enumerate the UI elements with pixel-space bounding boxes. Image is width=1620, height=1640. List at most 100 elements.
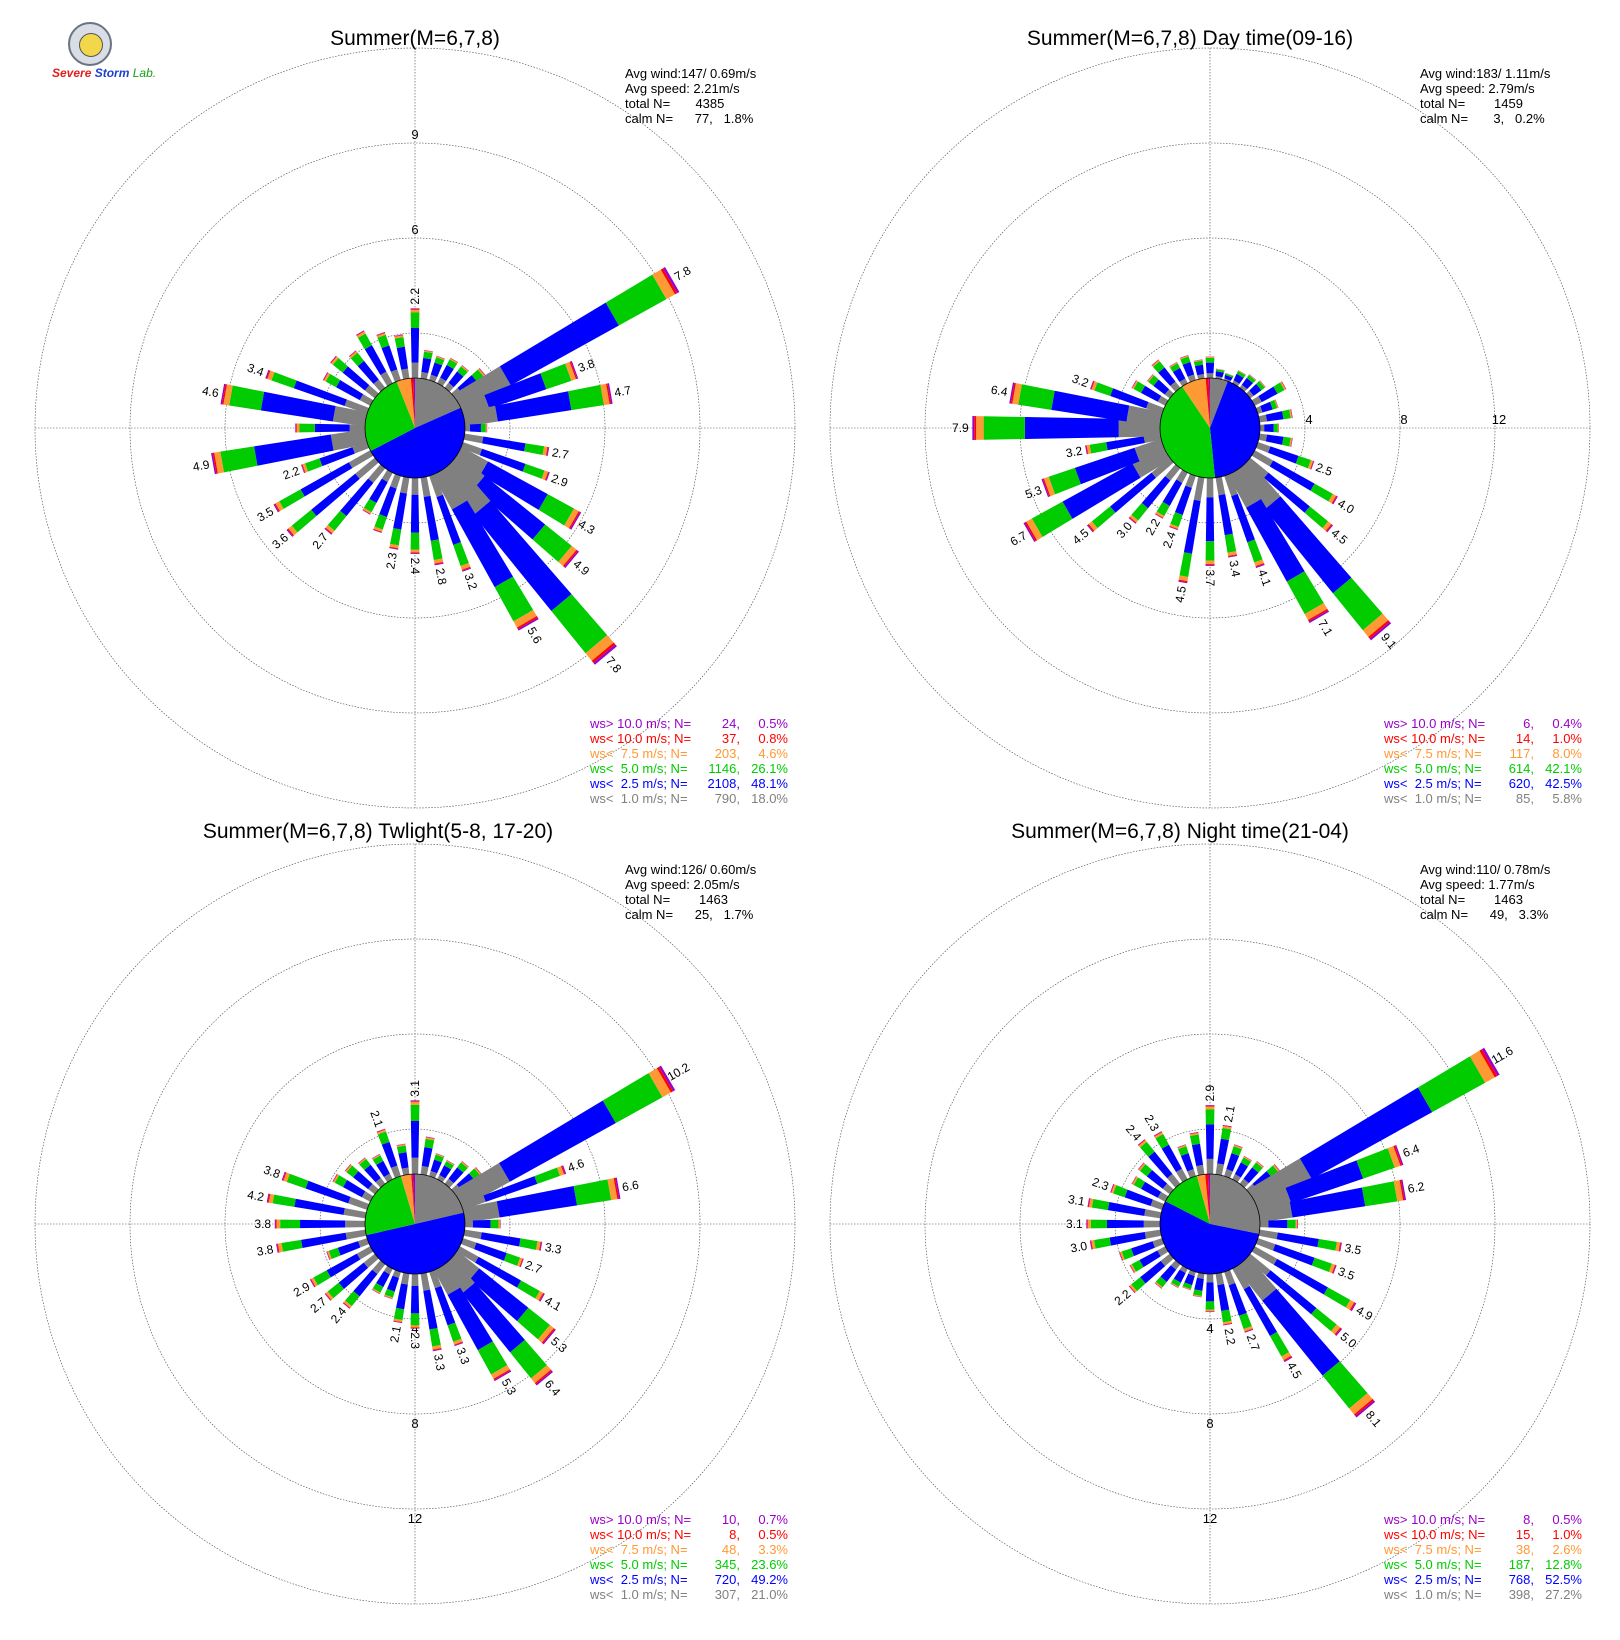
direction-value-label: 7.8 bbox=[603, 654, 625, 676]
direction-value-label: 4.3 bbox=[576, 517, 598, 538]
rose-bar-segment bbox=[602, 1073, 663, 1124]
rose-bar-segment bbox=[223, 384, 233, 406]
rose-bar-segment bbox=[600, 383, 610, 406]
direction-value-label: 2.7 bbox=[1244, 1332, 1263, 1353]
rose-bar-segment bbox=[332, 358, 348, 373]
rose-bar-segment bbox=[1334, 1327, 1342, 1336]
rose-bar-segment bbox=[461, 365, 469, 372]
rose-bar-segment bbox=[565, 361, 576, 381]
rose-bar-segment bbox=[976, 416, 984, 440]
rose-bar-segment bbox=[1255, 1238, 1276, 1251]
legend-count: 10, bbox=[722, 1512, 740, 1527]
rose-bar-segment bbox=[1272, 1244, 1315, 1266]
rose-bar-segment bbox=[656, 1066, 674, 1093]
rose-bar-segment bbox=[1131, 502, 1149, 521]
rose-bar-segment bbox=[323, 372, 331, 382]
direction-value-label: 2.9 bbox=[1203, 1084, 1217, 1101]
rose-bar-segment bbox=[1170, 381, 1181, 392]
rose-bar-segment bbox=[424, 1138, 435, 1149]
rose-bar-segment bbox=[1275, 399, 1279, 408]
direction-value-label: 2.5 bbox=[1314, 460, 1335, 479]
direction-value-label: 3.1 bbox=[408, 1080, 422, 1097]
rose-bar-segment bbox=[410, 1313, 420, 1326]
rose-bar-segment bbox=[1323, 1287, 1351, 1308]
rose-bar-segment bbox=[1138, 1163, 1146, 1171]
rose-bar-segment bbox=[1087, 524, 1095, 532]
direction-value-label: 3.4 bbox=[1226, 559, 1243, 578]
rose-bar-segment bbox=[310, 1278, 316, 1287]
rose-bar-segment bbox=[393, 1320, 403, 1323]
rose-bar-segment bbox=[1169, 362, 1178, 367]
direction-value-label: 3.5 bbox=[255, 504, 277, 525]
rose-bar-segment bbox=[1170, 1282, 1179, 1288]
rose-bar-segment bbox=[480, 461, 548, 510]
rose-bar-segment bbox=[377, 334, 390, 349]
rose-bar-segment bbox=[313, 1270, 331, 1286]
rose-bar-segment bbox=[432, 1348, 442, 1352]
rose-bar-segment bbox=[1192, 1295, 1202, 1298]
rose-bar-segment bbox=[1244, 1328, 1254, 1333]
direction-value-label: 6.6 bbox=[621, 1178, 640, 1195]
rose-bar-segment bbox=[343, 1208, 367, 1219]
stats-line: Avg wind:147/ 0.69m/s bbox=[625, 66, 757, 81]
rose-bar-segment bbox=[463, 433, 484, 444]
rose-bar-segment bbox=[1243, 1156, 1252, 1162]
rose-bar-segment bbox=[1162, 479, 1183, 506]
direction-value-label: 4.1 bbox=[542, 1293, 564, 1314]
rose-bar-segment bbox=[1222, 1125, 1232, 1128]
rose-bar-segment bbox=[376, 1271, 390, 1288]
rose-bar-segment bbox=[447, 1287, 493, 1351]
center-pie-slice bbox=[1205, 378, 1210, 428]
rose-bar-segment bbox=[410, 1100, 420, 1102]
rose-bar-segment bbox=[357, 333, 372, 350]
direction-value-label: 4.9 bbox=[570, 557, 592, 579]
rose-bar-segment bbox=[434, 357, 445, 366]
rose-bar-segment bbox=[457, 1162, 468, 1173]
rose-bar-segment bbox=[1251, 450, 1274, 467]
rose-bar-segment bbox=[294, 1198, 345, 1215]
rose-bar-segment bbox=[1132, 380, 1138, 389]
ring-label: 8 bbox=[1400, 412, 1407, 427]
stats-line: calm N= 25, 1.7% bbox=[625, 907, 754, 922]
rose-bar-segment bbox=[439, 1165, 452, 1179]
rose-bar-segment bbox=[1192, 1294, 1202, 1297]
rose-bar-segment bbox=[1197, 374, 1205, 380]
rose-bar-segment bbox=[1265, 411, 1284, 422]
rose-bar-segment bbox=[410, 1101, 420, 1105]
rose-bar-segment bbox=[1322, 521, 1332, 531]
rose-bar-segment bbox=[376, 1129, 387, 1135]
rose-bar-segment bbox=[1222, 1125, 1232, 1130]
direction-value-label: 7.9 bbox=[952, 421, 969, 435]
legend-label: ws> 10.0 m/s; N= bbox=[1383, 1512, 1485, 1527]
rose-bar-segment bbox=[393, 1321, 403, 1324]
legend-percent: 0.4% bbox=[1552, 716, 1582, 731]
center-pie-slice bbox=[1196, 1174, 1210, 1224]
direction-value-label: 2.4 bbox=[1123, 1122, 1145, 1144]
rose-bar-segment bbox=[491, 1365, 510, 1379]
rose-bar-segment bbox=[1193, 1289, 1203, 1296]
rose-bar-segment bbox=[1146, 374, 1153, 382]
rose-bar-segment bbox=[429, 1328, 441, 1347]
legend-label: ws< 7.5 m/s; N= bbox=[1383, 1542, 1482, 1557]
rose-bar-segment bbox=[281, 1171, 286, 1181]
rose-bar-segment bbox=[607, 383, 613, 404]
legend-count: 38, bbox=[1516, 1542, 1534, 1557]
rose-bar-segment bbox=[477, 368, 485, 377]
rose-bar-segment bbox=[531, 1365, 551, 1384]
legend-label: ws< 5.0 m/s; N= bbox=[1383, 761, 1482, 776]
rose-bar-segment bbox=[1289, 1187, 1366, 1218]
rose-bar-segment bbox=[1330, 1324, 1341, 1335]
rose-bar-segment bbox=[435, 1153, 445, 1157]
rose-bar-segment bbox=[1252, 1162, 1263, 1173]
stats-line: Avg speed: 2.21m/s bbox=[625, 81, 740, 96]
rose-bar-segment bbox=[332, 405, 368, 427]
rose-bar-segment bbox=[478, 368, 486, 376]
direction-value-label: 3.8 bbox=[256, 1242, 275, 1259]
rose-bar-segment bbox=[485, 423, 487, 433]
direction-value-label: 4.5 bbox=[1284, 1360, 1305, 1382]
rose-bar-segment bbox=[357, 360, 379, 384]
rose-bar-segment bbox=[304, 458, 323, 472]
center-pie-slice bbox=[1182, 378, 1210, 428]
rose-bar-segment bbox=[1243, 1156, 1252, 1161]
